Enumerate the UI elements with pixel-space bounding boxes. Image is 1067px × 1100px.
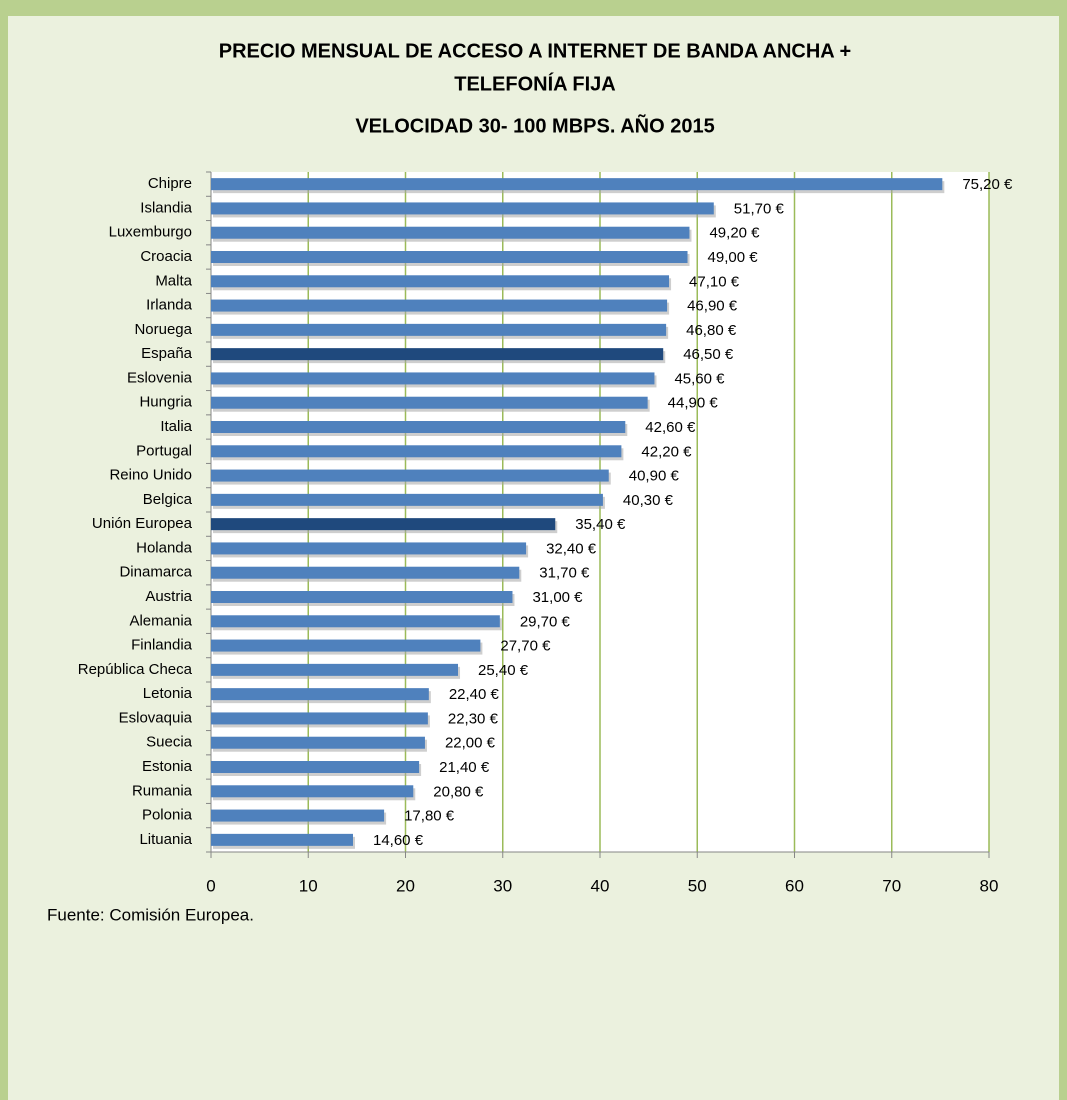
bar <box>211 469 609 482</box>
value-label: 49,00 € <box>708 249 759 266</box>
y-tick-label: Polonia <box>142 807 193 824</box>
y-tick-label: Italia <box>160 418 192 435</box>
value-label: 44,90 € <box>668 395 719 412</box>
y-tick-label: Islandia <box>140 199 192 216</box>
bar <box>211 323 667 336</box>
x-tick-label: 30 <box>493 876 512 895</box>
bar <box>211 639 481 652</box>
bar <box>211 785 414 798</box>
bar <box>211 372 655 385</box>
value-label: 25,40 € <box>478 662 529 679</box>
y-tick-label: Lituania <box>139 831 192 848</box>
y-tick-label: Chipre <box>148 175 192 192</box>
y-tick-label: Rumania <box>132 782 193 799</box>
value-label: 46,80 € <box>686 322 737 339</box>
source: Fuente: Comisión Europea. <box>47 905 254 924</box>
y-tick-label: España <box>141 345 193 362</box>
bar <box>211 202 714 215</box>
value-label: 40,90 € <box>629 468 680 485</box>
value-label: 20,80 € <box>433 783 484 800</box>
x-tick-label: 60 <box>785 876 804 895</box>
chart-title: TELEFONÍA FIJA <box>454 72 615 95</box>
value-label: 75,20 € <box>962 176 1013 193</box>
bar <box>211 566 520 579</box>
value-label: 31,00 € <box>532 589 583 606</box>
value-label: 27,70 € <box>500 638 551 655</box>
value-label: 40,30 € <box>623 492 674 509</box>
bar <box>211 421 626 433</box>
x-tick-label: 80 <box>980 876 999 895</box>
x-tick-label: 0 <box>206 876 215 895</box>
x-tick-label: 40 <box>591 876 610 895</box>
bar <box>211 518 556 531</box>
value-label: 22,30 € <box>448 710 499 727</box>
bar <box>211 178 943 191</box>
y-tick-label: Croacia <box>140 248 192 265</box>
bar <box>211 542 527 555</box>
value-label: 21,40 € <box>439 759 490 776</box>
value-label: 31,70 € <box>539 565 590 582</box>
bar <box>211 761 420 773</box>
y-tick-label: Belgica <box>143 491 193 508</box>
bar <box>211 299 668 312</box>
chart-title: VELOCIDAD 30- 100 MBPS. AÑO 2015 <box>355 114 714 137</box>
value-label: 46,50 € <box>683 346 734 363</box>
bar <box>211 663 459 676</box>
y-tick-label: Portugal <box>136 442 192 459</box>
bar <box>211 615 500 628</box>
bar <box>211 396 648 409</box>
x-tick-label: 50 <box>688 876 707 895</box>
y-tick-label: Eslovaquia <box>119 709 193 726</box>
y-tick-label: Dinamarca <box>119 564 192 581</box>
y-tick-label: Alemania <box>129 612 192 629</box>
bar <box>211 493 603 506</box>
x-tick-label: 70 <box>882 876 901 895</box>
value-label: 46,90 € <box>687 298 738 315</box>
value-label: 22,00 € <box>445 735 496 752</box>
bar <box>211 712 428 725</box>
y-tick-label: Holanda <box>136 539 193 556</box>
bar <box>211 833 353 846</box>
value-label: 14,60 € <box>373 832 424 849</box>
y-tick-label: Reino Unido <box>109 467 192 484</box>
y-tick-label: Noruega <box>134 321 192 338</box>
value-label: 51,70 € <box>734 200 785 217</box>
y-tick-label: Luxemburgo <box>109 224 192 241</box>
value-label: 42,20 € <box>641 443 692 460</box>
value-label: 45,60 € <box>674 370 725 387</box>
y-tick-label: Unión Europea <box>92 515 193 532</box>
chart-title: PRECIO MENSUAL DE ACCESO A INTERNET DE B… <box>219 40 851 62</box>
bar <box>211 445 622 458</box>
value-label: 22,40 € <box>449 686 500 703</box>
y-tick-label: Eslovenia <box>127 369 193 386</box>
value-label: 42,60 € <box>645 419 696 436</box>
y-tick-label: Estonia <box>142 758 193 775</box>
bar <box>211 688 429 701</box>
y-tick-label: Austria <box>145 588 192 605</box>
y-tick-label: Irlanda <box>146 297 193 314</box>
bar <box>211 736 425 749</box>
value-label: 17,80 € <box>404 808 455 825</box>
bar <box>211 275 670 288</box>
value-label: 35,40 € <box>575 516 626 533</box>
bar <box>211 591 513 603</box>
y-tick-label: Suecia <box>146 734 193 751</box>
bar <box>211 251 688 263</box>
bar <box>211 226 690 239</box>
value-label: 47,10 € <box>689 273 740 290</box>
y-tick-label: Hungria <box>139 394 192 411</box>
value-label: 29,70 € <box>520 613 571 630</box>
value-label: 49,20 € <box>709 225 760 242</box>
x-tick-label: 20 <box>396 876 415 895</box>
bar <box>211 348 664 361</box>
y-tick-label: Letonia <box>143 685 193 702</box>
y-tick-label: Malta <box>155 272 192 289</box>
bar <box>211 809 385 822</box>
y-tick-label: Finlandia <box>131 637 193 654</box>
y-tick-label: República Checa <box>78 661 193 678</box>
value-label: 32,40 € <box>546 540 597 557</box>
x-tick-label: 10 <box>299 876 318 895</box>
